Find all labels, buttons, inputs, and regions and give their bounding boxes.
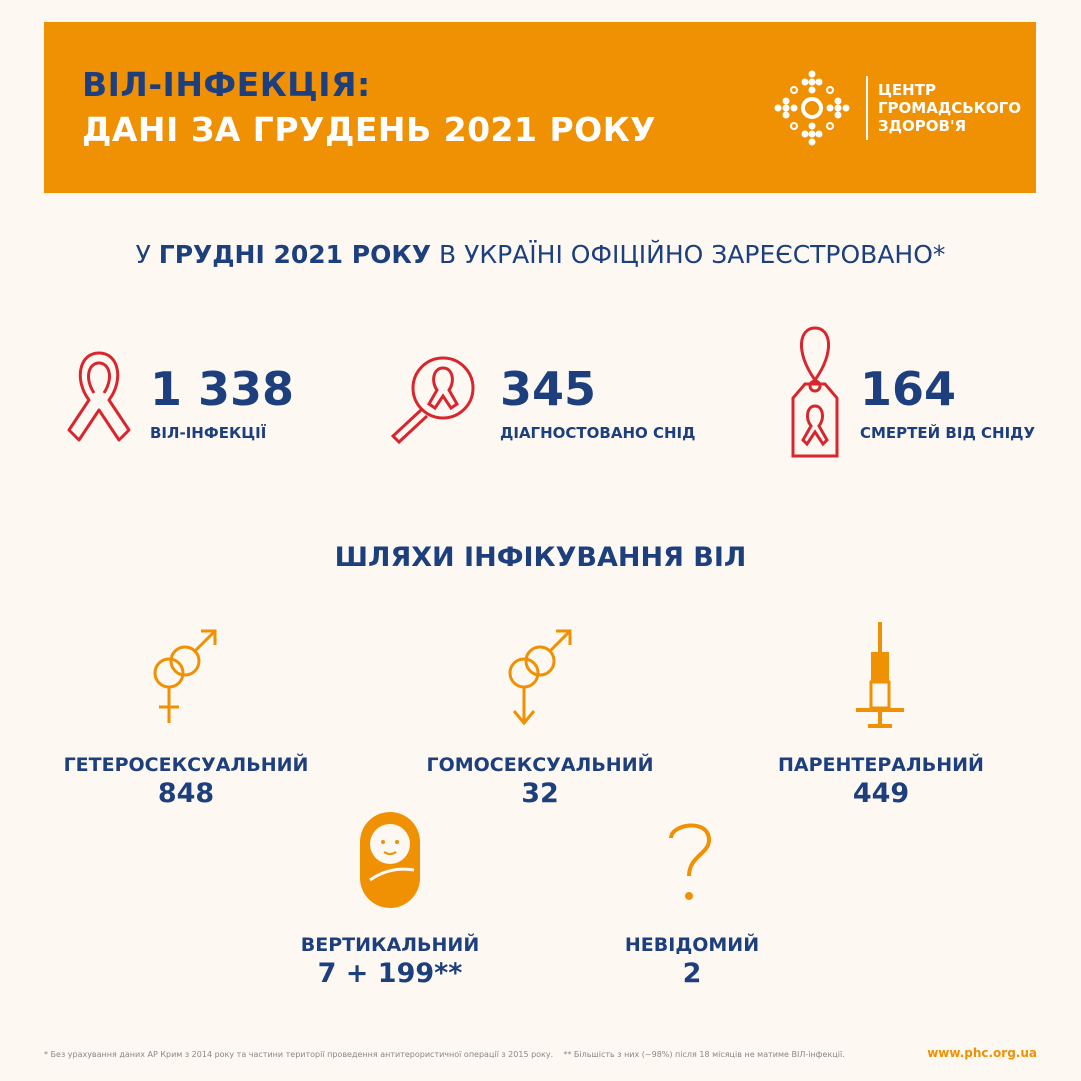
baby-icon <box>360 812 420 908</box>
route-vertical: ВЕРТИКАЛЬНИЙ 7 + 199** <box>240 934 540 989</box>
tag-ribbon-icon <box>791 326 839 458</box>
subtitle-part: В УКРАЇНІ ОФІЦІЙНО ЗАРЕЄСТРОВАНО* <box>431 240 946 269</box>
logo: ЦЕНТР ГРОМАДСЬКОГО ЗДОРОВ'Я <box>772 68 1021 148</box>
syringe-icon <box>856 622 904 728</box>
logo-divider <box>866 76 868 140</box>
route-homosexual: ГОМОСЕКСУАЛЬНИЙ 32 <box>390 754 690 809</box>
route-value: 7 + 199** <box>317 958 463 989</box>
stat-label: ДІАГНОСТОВАНО СНІД <box>500 424 696 442</box>
stat-value: 345 <box>500 362 597 416</box>
stat-label: ВІЛ-ІНФЕКЦІЇ <box>150 424 267 442</box>
logo-line: ЦЕНТР <box>878 81 936 99</box>
logo-dots-icon <box>774 70 850 146</box>
subtitle-part: У <box>135 240 159 269</box>
route-label: ГОМОСЕКСУАЛЬНИЙ <box>426 754 654 776</box>
route-label: ПАРЕНТЕРАЛЬНИЙ <box>778 754 984 776</box>
stat-value: 1 338 <box>150 362 295 416</box>
question-icon <box>669 823 712 900</box>
route-unknown: НЕВІДОМИЙ 2 <box>542 934 842 989</box>
website-link[interactable]: www.phc.org.ua <box>927 1046 1037 1060</box>
route-label: НЕВІДОМИЙ <box>624 934 760 956</box>
route-label: ВЕРТИКАЛЬНИЙ <box>300 934 480 956</box>
page-title: ВІЛ-ІНФЕКЦІЯ: ДАНІ ЗА ГРУДЕНЬ 2021 РОКУ <box>82 62 656 152</box>
stat-label: СМЕРТЕЙ ВІД СНІДУ <box>860 424 1036 442</box>
routes-title: ШЛЯХИ ІНФІКУВАННЯ ВІЛ <box>334 542 747 573</box>
route-parenteral: ПАРЕНТЕРАЛЬНИЙ 449 <box>731 754 1031 809</box>
route-heterosexual: ГЕТЕРОСЕКСУАЛЬНИЙ 848 <box>36 754 336 809</box>
logo-line: ЗДОРОВ'Я <box>878 117 967 135</box>
footnote: * Без урахування даних АР Крим з 2014 ро… <box>44 1050 845 1059</box>
title-line-1: ВІЛ-ІНФЕКЦІЯ: <box>82 65 371 104</box>
route-value: 449 <box>852 778 910 809</box>
male-female-icon <box>153 629 217 723</box>
route-value: 2 <box>682 958 702 989</box>
route-label: ГЕТЕРОСЕКСУАЛЬНИЙ <box>63 754 309 776</box>
route-value: 848 <box>157 778 215 809</box>
subtitle-highlight: ГРУДНІ 2021 РОКУ <box>158 240 432 269</box>
subtitle: У ГРУДНІ 2021 РОКУ В УКРАЇНІ ОФІЦІЙНО ЗА… <box>0 240 1081 269</box>
ribbon-icon <box>67 351 131 442</box>
header-banner: ВІЛ-ІНФЕКЦІЯ: ДАНІ ЗА ГРУДЕНЬ 2021 РОКУ … <box>44 22 1036 193</box>
stat-value: 164 <box>860 362 957 416</box>
magnifier-ribbon-icon <box>390 356 475 445</box>
logo-text: ЦЕНТР ГРОМАДСЬКОГО ЗДОРОВ'Я <box>878 81 1021 135</box>
male-male-icon <box>508 629 572 726</box>
route-value: 32 <box>521 778 559 809</box>
title-line-2: ДАНІ ЗА ГРУДЕНЬ 2021 РОКУ <box>82 110 657 149</box>
logo-line: ГРОМАДСЬКОГО <box>878 99 1021 117</box>
